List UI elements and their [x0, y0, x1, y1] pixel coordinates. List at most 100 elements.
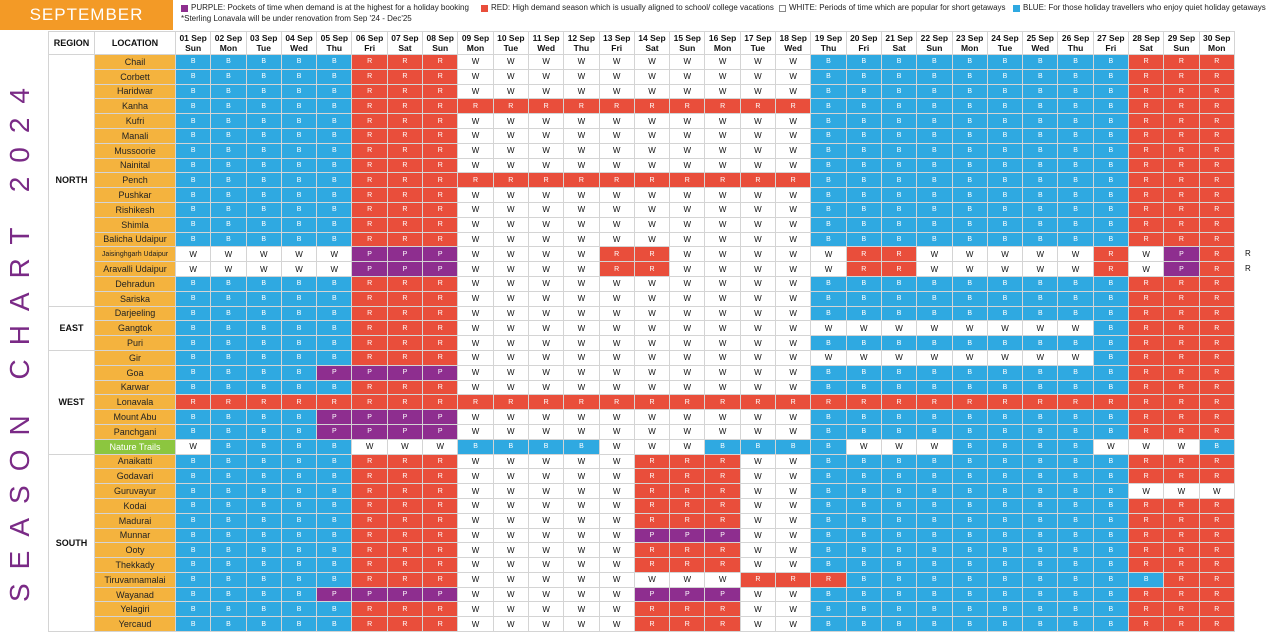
season-cell: B: [845, 290, 882, 307]
season-cell: W: [739, 201, 777, 218]
season-cell: R: [422, 113, 459, 129]
season-cell: B: [810, 335, 847, 351]
location-cell: Panchgani: [94, 423, 176, 440]
season-cell: B: [1022, 142, 1059, 159]
season-cell: B: [1092, 512, 1130, 529]
season-cell: R: [1128, 216, 1165, 233]
day-header-5: 05 Sep Thu: [316, 31, 353, 55]
season-cell: W: [527, 379, 565, 396]
table-row: SOUTH Anaikatti B B B B B R R R W W W W W R R R W W B B B B B B B B…: [48, 453, 1235, 633]
season-cell: R: [422, 394, 459, 411]
season-cell: B: [916, 216, 953, 233]
season-cell: P: [351, 423, 388, 440]
season-cell: B: [210, 423, 247, 440]
season-cell: W: [563, 512, 600, 529]
season-cell: W: [669, 142, 706, 159]
day-header-1: 01 Sep Sun: [174, 31, 212, 55]
season-cell: W: [457, 616, 494, 633]
season-cell: R: [386, 113, 424, 129]
season-cell: B: [704, 438, 741, 455]
season-cell: B: [1092, 542, 1130, 559]
season-cell: B: [1057, 187, 1094, 203]
season-cell: B: [986, 113, 1024, 129]
season-cell: W: [704, 409, 741, 425]
season-cell: B: [1092, 379, 1130, 396]
season-cell: W: [739, 364, 777, 381]
season-cell: R: [1198, 231, 1235, 248]
table-row: Rishikesh B B B B B R R R W W W W W W W W W W B B B B B B B B B R R R: [49, 201, 1235, 218]
season-cell: P: [351, 364, 388, 381]
legend-red: RED: High demand season which is usually…: [481, 3, 774, 13]
season-cell: B: [245, 68, 282, 85]
table-row: Nainital B B B B B R R R W W W W W W W W W W B B B B B B B B B R R R: [49, 157, 1235, 174]
season-cell: W: [669, 438, 706, 455]
season-cell: B: [1022, 379, 1059, 396]
season-cell: R: [1163, 616, 1200, 633]
season-cell: B: [810, 127, 847, 144]
season-cell: B: [951, 113, 988, 129]
season-cell: W: [704, 231, 741, 248]
season-cell: W: [457, 409, 494, 425]
season-cell: R: [351, 305, 388, 322]
season-cell: W: [527, 261, 565, 277]
season-cell: B: [986, 305, 1024, 322]
season-cell: R: [386, 616, 424, 633]
season-cell: B: [174, 305, 212, 322]
season-cell: B: [174, 320, 212, 337]
season-cell: P: [316, 586, 353, 603]
season-cell: W: [669, 305, 706, 322]
season-cell: R: [351, 349, 388, 366]
season-cell: B: [845, 83, 882, 100]
season-cell: P: [669, 586, 706, 603]
season-cell: R: [704, 468, 741, 485]
season-cell: B: [810, 423, 847, 440]
season-cell: R: [1128, 497, 1165, 514]
location-cell: Balicha Udaipur: [94, 231, 176, 248]
season-cell: W: [951, 320, 988, 337]
season-cell: W: [775, 542, 812, 559]
season-cell: R: [422, 127, 459, 144]
season-cell: W: [492, 468, 529, 485]
season-cell: R: [386, 468, 424, 485]
season-cell: B: [316, 142, 353, 159]
season-cell: R: [386, 216, 424, 233]
season-cell: B: [1057, 68, 1094, 85]
season-cell: R: [633, 601, 671, 618]
season-cell: B: [316, 127, 353, 144]
season-cell: W: [457, 54, 494, 70]
season-cell: W: [633, 335, 671, 351]
season-cell: B: [316, 379, 353, 396]
season-cell: R: [1128, 172, 1165, 189]
table-row: Tiruvannamalai B B B B B R R R W W W W W W W W R R R B B B B B B B…: [49, 571, 1235, 588]
location-cell: Yelagiri: [94, 601, 176, 618]
season-cell: B: [174, 409, 212, 425]
season-cell: R: [174, 394, 212, 411]
season-cell: R: [880, 261, 918, 277]
season-cell: R: [1128, 527, 1165, 544]
season-cell: R: [386, 157, 424, 174]
season-cell: B: [210, 364, 247, 381]
season-cell: W: [775, 54, 812, 70]
season-cell: W: [563, 468, 600, 485]
location-cell: Puri: [94, 335, 176, 351]
season-cell: B: [245, 438, 282, 455]
season-cell: W: [775, 68, 812, 85]
season-cell: R: [598, 261, 635, 277]
season-cell: W: [598, 497, 635, 514]
season-cell: R: [1022, 394, 1059, 411]
location-cell: Madurai: [94, 512, 176, 529]
season-cell: P: [386, 423, 424, 440]
season-cell: W: [633, 216, 671, 233]
season-cell: W: [739, 512, 777, 529]
white-swatch-icon: [779, 4, 786, 12]
season-cell: B: [280, 201, 318, 218]
season-cell: R: [457, 98, 494, 115]
season-cell: W: [492, 335, 529, 351]
season-cell: W: [598, 142, 635, 159]
season-cell: B: [880, 305, 918, 322]
season-cell: R: [1128, 379, 1165, 396]
season-cell: R: [775, 98, 812, 115]
season-cell: B: [1057, 290, 1094, 307]
season-cell: R: [316, 394, 353, 411]
table-row: Pushkar B B B B B R R R W W W W W W W W W W B B B B B B B B B R R R: [49, 187, 1235, 203]
